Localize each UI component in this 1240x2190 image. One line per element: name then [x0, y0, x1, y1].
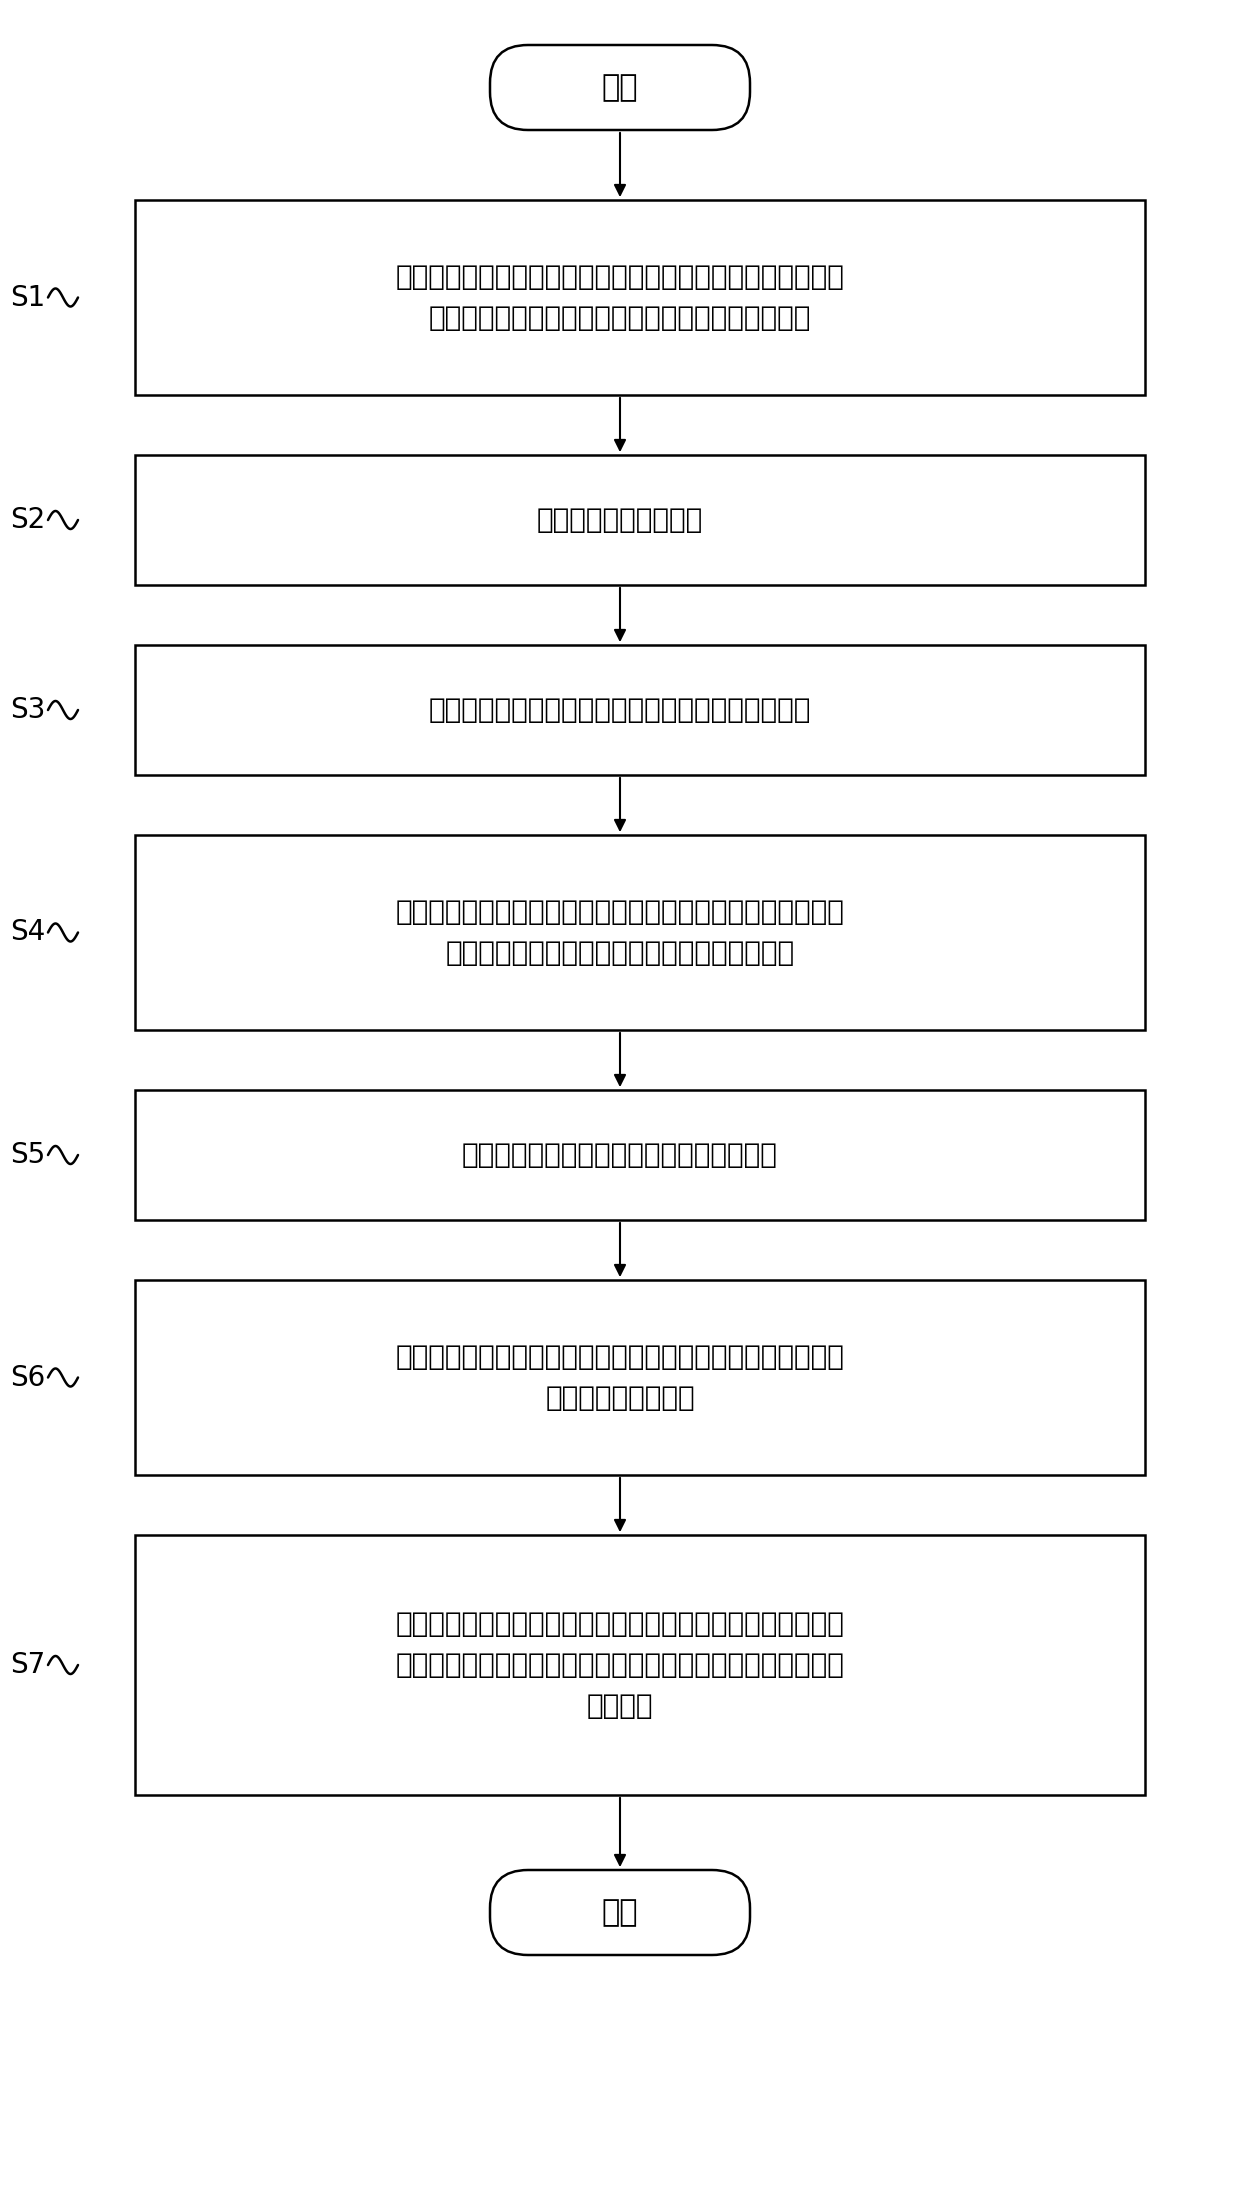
FancyBboxPatch shape	[490, 1870, 750, 1956]
Text: 结束: 结束	[601, 1899, 639, 1927]
Bar	[135, 834, 1145, 1029]
Text: 获取该城市近两年的机动车基础排放因子数据，剔除预处理后
隧道基础监测数据、隧道基础参数数据的异常值: 获取该城市近两年的机动车基础排放因子数据，剔除预处理后 隧道基础监测数据、隧道基…	[396, 898, 844, 968]
Text: 根据预处理后隧道基础监测数据、隧道基础参数数据，完成分
车型的排放因子计算: 根据预处理后隧道基础监测数据、隧道基础参数数据，完成分 车型的排放因子计算	[396, 1342, 844, 1413]
Text: S3: S3	[10, 696, 46, 725]
Text: 利用分车型的排放因子，根据已有的城市逐时交通大数据以及
城市道路数据进行排放量计算，完成隧道所在城市的机动车排
放量统计: 利用分车型的排放因子，根据已有的城市逐时交通大数据以及 城市道路数据进行排放量计…	[396, 1610, 844, 1719]
Bar	[135, 456, 1145, 585]
Text: S2: S2	[10, 506, 46, 534]
Bar	[135, 199, 1145, 394]
Text: S7: S7	[10, 1651, 46, 1680]
Text: S1: S1	[10, 283, 46, 311]
Bar	[135, 1279, 1145, 1476]
Text: 根据机动车基础排放因子数据获取预设车型: 根据机动车基础排放因子数据获取预设车型	[463, 1141, 777, 1169]
Text: 开始: 开始	[601, 72, 639, 103]
Text: S5: S5	[10, 1141, 46, 1169]
Text: 利用实时自动在线监测设备对某城市交通隧道进行污染物、气
象以及隧道交通量进行监测，获取隧道基础监测数据: 利用实时自动在线监测设备对某城市交通隧道进行污染物、气 象以及隧道交通量进行监测…	[396, 263, 844, 333]
FancyBboxPatch shape	[490, 46, 750, 129]
Bar	[135, 1091, 1145, 1220]
Text: 对隧道基础监测数据、隧道基础参数数据进行预处理: 对隧道基础监测数据、隧道基础参数数据进行预处理	[429, 696, 811, 725]
Text: S4: S4	[10, 918, 46, 946]
Bar	[135, 1535, 1145, 1796]
Text: S6: S6	[10, 1364, 46, 1391]
Text: 获取隧道基础参数数据: 获取隧道基础参数数据	[537, 506, 703, 534]
Bar	[135, 646, 1145, 775]
